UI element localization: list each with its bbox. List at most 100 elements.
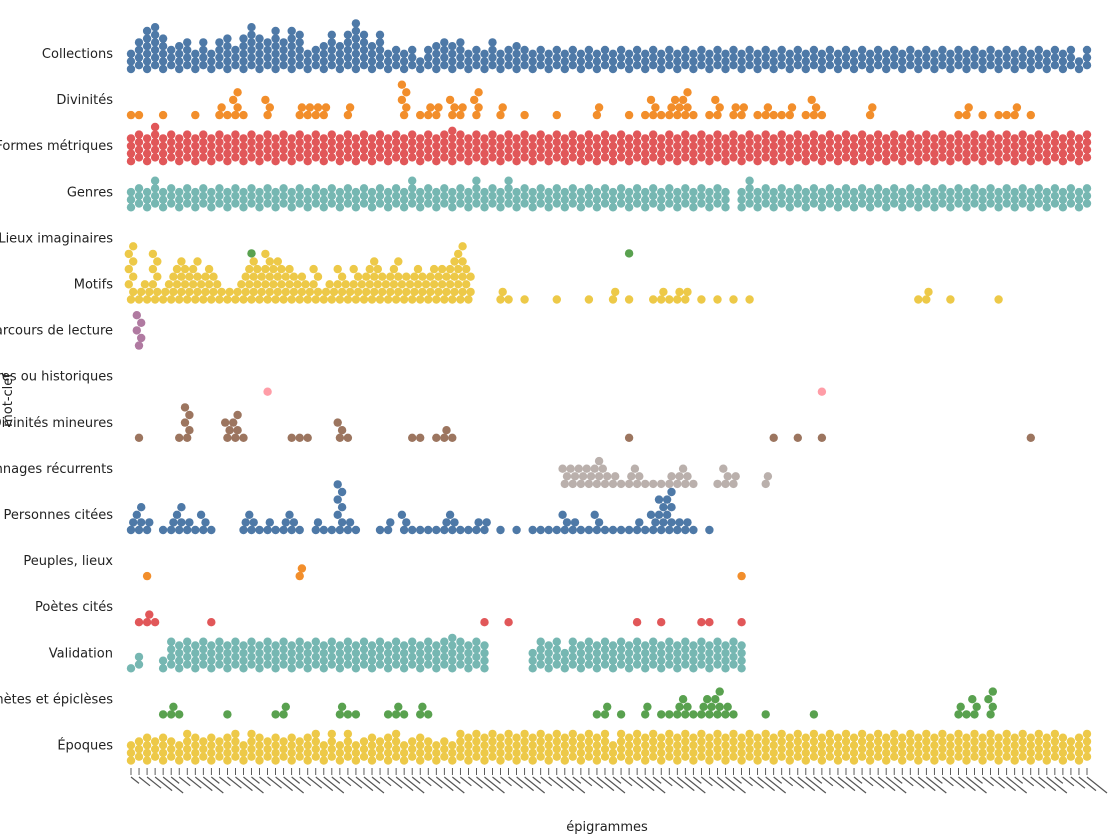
data-point (729, 737, 738, 746)
data-point (223, 756, 232, 765)
data-point (737, 571, 746, 581)
data-point (247, 752, 256, 761)
data-point (616, 729, 626, 739)
data-point (223, 49, 232, 58)
data-point (681, 479, 690, 489)
data-point (1042, 733, 1052, 742)
data-point (295, 191, 304, 201)
x-tick-label-mark (259, 776, 271, 787)
data-point (391, 191, 401, 201)
data-point (1026, 195, 1036, 204)
data-point (584, 652, 594, 662)
data-point (375, 145, 385, 154)
data-point (142, 571, 152, 581)
data-point (488, 60, 497, 70)
data-point (450, 272, 459, 281)
data-point (705, 64, 714, 74)
data-point (285, 264, 294, 274)
data-point (890, 737, 899, 746)
data-point (962, 134, 971, 143)
x-tick-label-mark (725, 776, 746, 794)
data-point (1058, 203, 1068, 212)
data-point (938, 737, 947, 746)
data-point (882, 49, 891, 58)
data-point (281, 272, 290, 281)
data-point (801, 203, 810, 212)
data-point (753, 134, 762, 143)
data-point (319, 195, 328, 204)
data-point (729, 479, 738, 489)
data-point (223, 187, 232, 197)
data-point (440, 295, 449, 304)
data-point (402, 518, 411, 527)
data-point (667, 487, 676, 497)
data-point (817, 387, 827, 396)
data-point (345, 103, 355, 112)
data-point (512, 64, 521, 74)
data-point (279, 60, 288, 70)
data-point (343, 45, 353, 55)
data-point (721, 141, 730, 151)
data-point (857, 744, 867, 754)
data-point (552, 199, 561, 208)
data-point (946, 157, 955, 166)
data-point (882, 134, 891, 143)
data-point (327, 130, 336, 139)
data-point (906, 45, 915, 55)
y-tick-label: Formes métriques (0, 139, 113, 154)
data-point (673, 64, 682, 74)
data-point (1034, 45, 1044, 55)
data-point (456, 729, 465, 739)
data-point (552, 184, 561, 193)
data-point (978, 134, 987, 143)
data-point (164, 280, 174, 289)
data-point (641, 141, 650, 151)
data-point (697, 618, 706, 627)
data-point (472, 199, 481, 208)
data-point (914, 741, 923, 750)
data-point (769, 57, 778, 66)
data-point (442, 518, 451, 527)
data-point (504, 191, 513, 201)
data-point (309, 264, 318, 274)
data-point (391, 45, 401, 55)
data-point (665, 710, 674, 719)
data-point (970, 199, 979, 208)
data-point (986, 53, 995, 62)
data-point (279, 38, 288, 47)
data-point (536, 145, 545, 154)
data-point (335, 748, 345, 758)
data-point (930, 141, 939, 151)
data-point (150, 295, 160, 304)
data-point (383, 57, 393, 66)
data-point (785, 756, 794, 765)
x-tick-label-mark (652, 776, 662, 784)
data-point (761, 191, 770, 201)
data-point (560, 648, 569, 658)
data-point (616, 479, 626, 489)
data-point (418, 287, 427, 297)
data-point (375, 153, 385, 162)
data-point (367, 141, 377, 151)
data-point (215, 153, 224, 162)
data-point (1010, 134, 1019, 143)
data-point (351, 49, 361, 58)
data-point (713, 110, 722, 120)
data-point (721, 710, 730, 719)
data-point (906, 184, 915, 193)
data-point (142, 748, 152, 758)
data-point (158, 195, 168, 204)
data-point (632, 652, 642, 662)
data-point (440, 184, 449, 193)
data-point (245, 510, 254, 519)
data-point (271, 741, 280, 750)
data-point (994, 741, 1003, 750)
data-point (512, 49, 521, 58)
data-point (552, 660, 561, 669)
data-point (649, 645, 658, 654)
data-point (1066, 199, 1076, 208)
data-point (265, 103, 274, 112)
data-point (1018, 752, 1027, 761)
data-point (641, 648, 650, 658)
data-point (413, 280, 423, 289)
